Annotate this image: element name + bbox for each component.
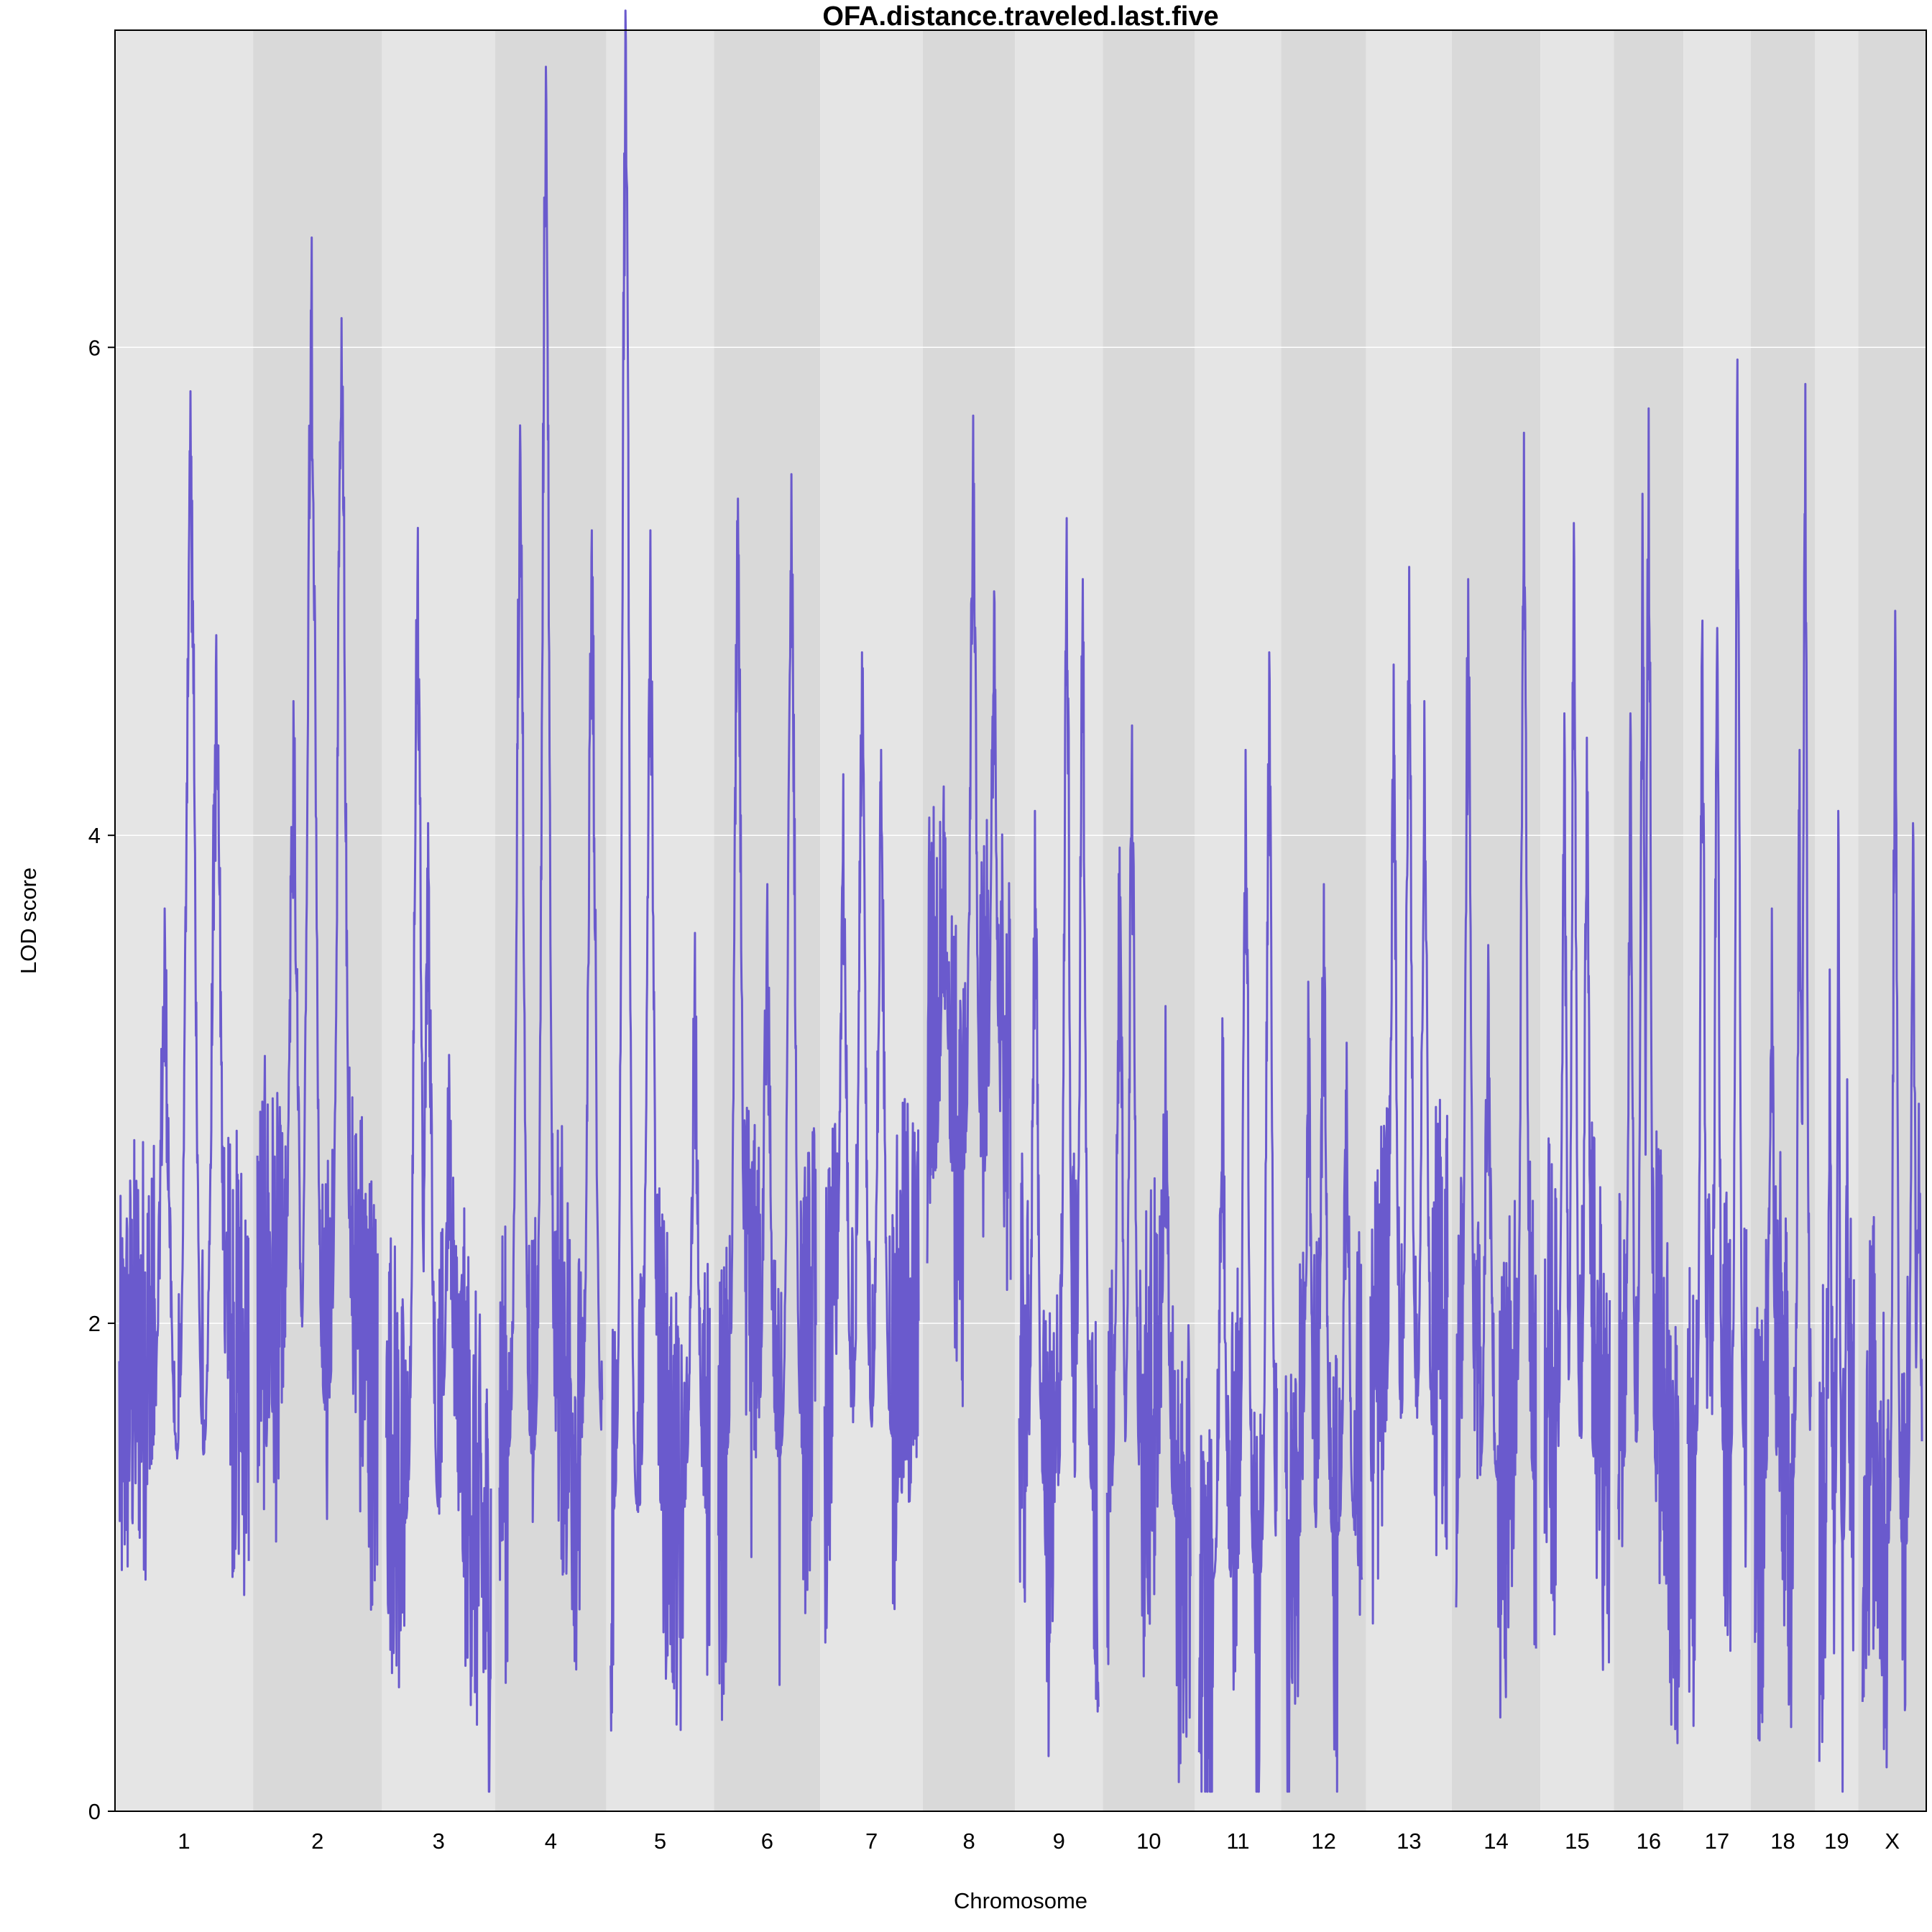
x-axis-label: Chromosome bbox=[954, 1888, 1087, 1913]
lod-line-chr-4 bbox=[498, 65, 604, 1684]
x-tick-label-13: 13 bbox=[1397, 1828, 1421, 1854]
y-axis: 0 2 4 6 bbox=[88, 335, 115, 1824]
x-tick-label-19: 19 bbox=[1824, 1828, 1849, 1854]
lod-line-chr-8 bbox=[926, 414, 1012, 1407]
lod-line-chr-X bbox=[1861, 610, 1923, 1769]
lod-line-chr-19 bbox=[1818, 809, 1855, 1793]
x-tick-label-16: 16 bbox=[1637, 1828, 1661, 1854]
chromosome-band-13 bbox=[1366, 30, 1452, 1811]
lod-line-chr-6 bbox=[717, 473, 817, 1721]
lod-line-chr-7 bbox=[823, 651, 920, 1644]
lod-line-chr-15 bbox=[1543, 522, 1611, 1671]
lod-line-chr-1 bbox=[118, 390, 250, 1596]
x-tick-label-15: 15 bbox=[1565, 1828, 1589, 1854]
x-tick-label-3: 3 bbox=[433, 1828, 445, 1854]
x-tick-label-18: 18 bbox=[1770, 1828, 1795, 1854]
chromosome-bands bbox=[115, 30, 1926, 1811]
lod-line-chr-11 bbox=[1197, 651, 1278, 1793]
chromosome-band-7 bbox=[820, 30, 924, 1811]
y-tick-label: 6 bbox=[88, 335, 101, 360]
y-tick-label: 0 bbox=[88, 1799, 101, 1824]
lod-line-chr-3 bbox=[385, 527, 492, 1793]
lod-line-chr-12 bbox=[1284, 883, 1363, 1793]
lod-line-chr-10 bbox=[1105, 724, 1192, 1783]
x-tick-label-9: 9 bbox=[1053, 1828, 1065, 1854]
lod-line-chr-17 bbox=[1686, 358, 1748, 1727]
x-tick-label-4: 4 bbox=[545, 1828, 557, 1854]
lod-series bbox=[118, 9, 1923, 1793]
x-tick-label-7: 7 bbox=[865, 1828, 878, 1854]
lod-line-chr-9 bbox=[1018, 517, 1100, 1757]
chart-title: OFA.distance.traveled.last.five bbox=[822, 1, 1218, 32]
lod-line-chr-13 bbox=[1369, 566, 1449, 1625]
y-axis-label: LOD score bbox=[16, 868, 41, 974]
x-tick-label-8: 8 bbox=[962, 1828, 975, 1854]
x-tick-label-2: 2 bbox=[311, 1828, 323, 1854]
x-tick-label-5: 5 bbox=[654, 1828, 666, 1854]
x-axis: 1 2 3 4 5 6 7 8 9 10 11 12 13 14 15 16 17 18 19 X bbox=[178, 1828, 1900, 1854]
x-tick-label-11: 11 bbox=[1226, 1828, 1249, 1854]
x-tick-label-14: 14 bbox=[1484, 1828, 1508, 1854]
lod-line-chr-18 bbox=[1754, 382, 1812, 1742]
lod-line-chr-14 bbox=[1455, 431, 1537, 1719]
lod-line-chr-16 bbox=[1617, 407, 1680, 1744]
x-tick-label-6: 6 bbox=[761, 1828, 773, 1854]
lod-line-chr-5 bbox=[610, 9, 711, 1732]
x-tick-label-10: 10 bbox=[1136, 1828, 1161, 1854]
y-tick-label: 4 bbox=[88, 823, 101, 848]
y-tick-label: 2 bbox=[88, 1311, 101, 1336]
x-tick-label-17: 17 bbox=[1705, 1828, 1729, 1854]
x-tick-label-1: 1 bbox=[178, 1828, 190, 1854]
lod-line-chr-2 bbox=[256, 236, 379, 1611]
plot-frame bbox=[114, 29, 1927, 1812]
chromosome-band-9 bbox=[1015, 30, 1103, 1811]
x-tick-label-12: 12 bbox=[1311, 1828, 1335, 1854]
x-tick-label-X: X bbox=[1885, 1828, 1900, 1854]
